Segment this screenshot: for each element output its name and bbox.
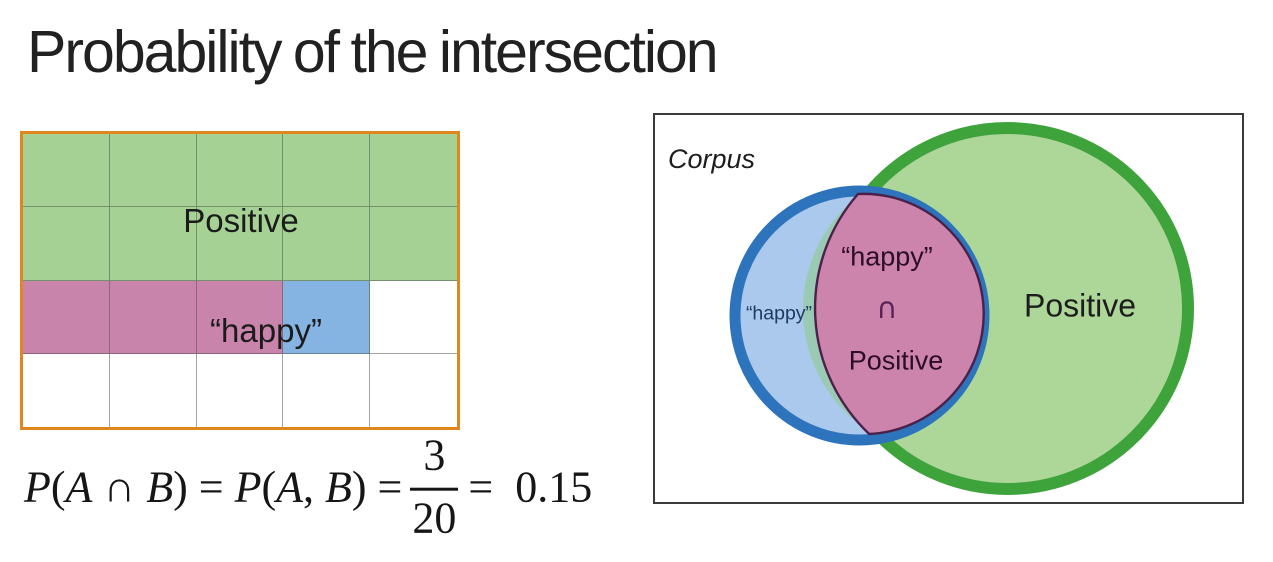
formula-token: ) = <box>351 462 403 512</box>
formula-token: = 0.15 <box>468 462 593 512</box>
grid-cell-r1c5 <box>370 134 457 208</box>
formula-token: ) = <box>173 462 235 512</box>
grid-cell-r1c3 <box>196 134 284 208</box>
formula-lhs: P(A ∩ B) = P(A, B) = <box>24 462 402 513</box>
formula-token: ∩ <box>92 462 147 512</box>
grid-cell-r4c3 <box>196 353 284 427</box>
intersection-happy-label: “happy” <box>841 241 933 272</box>
formula-token: A <box>276 462 304 512</box>
grid-cell-r2c2 <box>109 207 197 281</box>
grid-cell-r2c5 <box>370 207 457 281</box>
intersection-positive-label: Positive <box>848 345 944 376</box>
formula-token: P <box>234 462 262 512</box>
intersection-operator: ∩ <box>876 291 898 325</box>
grid-cell-r3c1 <box>23 280 110 354</box>
grid-cell-r1c2 <box>109 134 197 208</box>
fraction-denominator: 20 <box>412 493 457 543</box>
formula-rhs: = 0.15 <box>468 462 592 513</box>
positive-circle-label: Positive <box>1023 287 1137 324</box>
formula-token: B <box>325 462 352 512</box>
formula-token: P <box>24 462 51 512</box>
formula-token: A <box>65 462 93 512</box>
formula-fraction: 3 20 <box>410 430 459 543</box>
grid-cell-r2c4 <box>283 207 371 281</box>
fraction-bar <box>410 487 459 491</box>
grid-cell-r4c4 <box>283 353 371 427</box>
happy-circle-label: “happy” <box>745 302 813 325</box>
grid-cell-r3c5 <box>370 280 457 354</box>
fraction-numerator: 3 <box>423 430 446 480</box>
grid-cell-r3c4 <box>283 280 371 354</box>
formula-token: , <box>303 462 326 512</box>
grid-cell-r4c1 <box>23 353 110 427</box>
grid-cell-r3c2 <box>109 280 197 354</box>
probability-grid <box>20 131 460 430</box>
grid-positive-label: Positive <box>183 202 299 239</box>
venn-diagram <box>653 113 1244 504</box>
intersection-formula: P(A ∩ B) = P(A, B) = 3 20 = 0.15 <box>24 430 592 543</box>
formula-token: B <box>146 462 174 512</box>
venn-box <box>653 113 1244 504</box>
slide-title: Probability of the intersection <box>27 19 719 85</box>
grid-happy-label: “happy” <box>210 312 322 349</box>
grid-cell-r3c3 <box>196 280 284 354</box>
formula-token: ( <box>50 462 66 512</box>
formula-token: ( <box>261 462 277 512</box>
grid-cell-r2c3 <box>196 207 284 281</box>
intersection-lens <box>813 192 985 436</box>
corpus-label: Corpus <box>668 144 756 174</box>
grid-cell-r1c1 <box>23 134 110 208</box>
grid-cell-r4c2 <box>109 353 197 427</box>
grid-cell-r1c4 <box>283 134 371 208</box>
grid-cell-r2c1 <box>23 207 110 281</box>
grid-cell-r4c5 <box>370 353 457 427</box>
